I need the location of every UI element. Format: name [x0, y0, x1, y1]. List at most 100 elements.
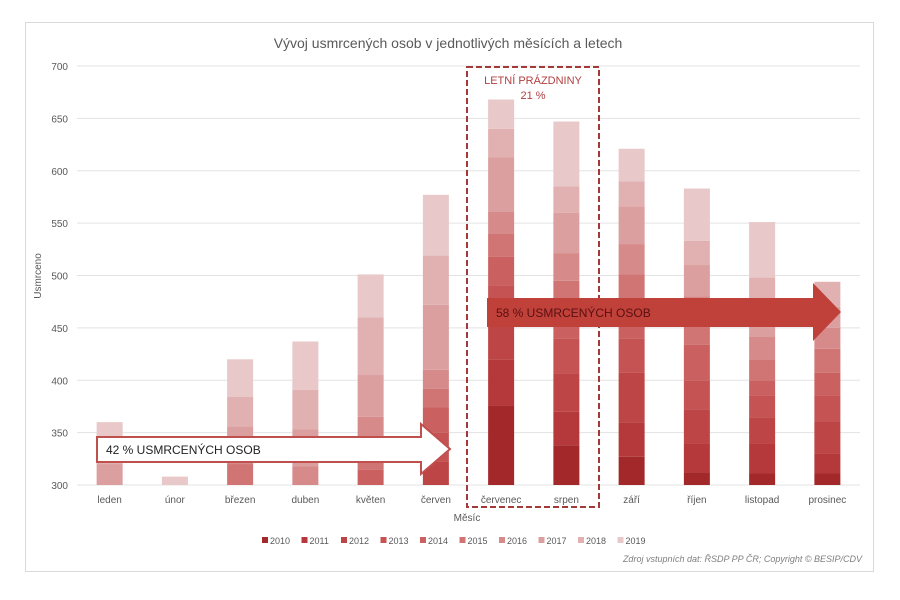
bar-segment-2019 [357, 274, 384, 318]
y-tick-label: 400 [51, 376, 68, 387]
bar-segment-2015 [749, 359, 776, 381]
bar-segment-2016 [422, 369, 449, 389]
bar-segment-2012 [553, 373, 580, 412]
bar-segment-2018 [553, 186, 580, 213]
bar-segment-2010 [814, 473, 841, 485]
legend: 2010 2011 2012 2013 2014 2015 2016 2017 2018 2019 [262, 536, 646, 546]
bar-segment-2015 [488, 233, 515, 257]
legend-label: 2011 [310, 536, 329, 546]
y-tick-label: 600 [51, 167, 68, 178]
legend-label: 2018 [586, 536, 606, 546]
legend-swatch [262, 537, 268, 543]
bar-segment-2016 [814, 327, 841, 349]
bar-segment-2019 [161, 476, 188, 485]
bar-segment-2013 [814, 395, 841, 422]
right-arrow-label: 58 % USMRCENÝCH OSOB [496, 305, 651, 320]
bar-segment-2011 [683, 443, 710, 473]
y-tick-label: 350 [51, 429, 68, 440]
legend-swatch [538, 537, 545, 543]
right-arrow [487, 283, 841, 341]
bar-segment-2019 [618, 148, 645, 182]
legend-swatch [301, 537, 308, 543]
bar-segment-2011 [618, 422, 645, 457]
y-tick-label: 550 [51, 219, 68, 230]
bar-segment-2018 [618, 181, 645, 207]
bar-segment-2016 [488, 211, 515, 234]
legend-swatch [617, 537, 624, 543]
legend-label: 2010 [270, 536, 290, 546]
legend-label: 2019 [626, 536, 646, 546]
legend-swatch [499, 537, 505, 543]
bar-segment-2017 [357, 375, 384, 417]
bar-segment-2010 [553, 445, 580, 485]
bar-segment-2018 [683, 240, 710, 266]
bar-segment-2019 [749, 222, 776, 278]
bar-segment-2015 [683, 322, 710, 345]
bar-segment-2018 [357, 317, 384, 376]
bar-segment-2017 [96, 464, 123, 485]
left-arrow-label: 42 % USMRCENÝCH OSOB [106, 442, 261, 457]
bar-segment-2018 [422, 255, 449, 305]
x-tick-label: květen [356, 495, 385, 506]
bar-segment-2014 [488, 256, 515, 286]
bar-segment-2018 [488, 128, 515, 158]
x-tick-label: srpen [554, 495, 579, 506]
legend-swatch [380, 537, 387, 543]
x-tick-label: září [623, 495, 640, 506]
bar-segment-2011 [749, 443, 776, 474]
legend-label: 2014 [428, 536, 448, 546]
source-note: Zdroj vstupních dat: ŘSDP PP ČR; Copyrig… [622, 554, 863, 564]
bar-segment-2014 [749, 380, 776, 396]
bar-segment-2015 [814, 348, 841, 373]
x-tick-label: prosinec [808, 495, 846, 506]
x-tick-label: červen [421, 495, 451, 506]
y-axis-title: Usmrceno [33, 253, 44, 299]
bar-segment-2014 [683, 344, 710, 381]
legend-label: 2015 [468, 536, 488, 546]
bar-segment-2011 [814, 453, 841, 474]
x-axis-title: Měsíc [454, 513, 481, 524]
bar-segment-2012 [814, 421, 841, 454]
x-tick-label: červenec [481, 495, 522, 506]
bar-segment-2010 [683, 472, 710, 485]
legend-swatch [578, 537, 584, 543]
bar-segment-2010 [618, 456, 645, 485]
bar-segment-2019 [292, 341, 319, 390]
bar-segment-2012 [749, 417, 776, 444]
legend-swatch [341, 537, 347, 543]
bar-segment-2012 [683, 409, 710, 444]
x-tick-label: leden [97, 495, 121, 506]
bar-segment-2015 [422, 388, 449, 408]
legend-label: 2012 [349, 536, 369, 546]
bar-segment-2013 [683, 380, 710, 410]
bar-segment-2018 [292, 389, 319, 430]
left-arrow [96, 421, 452, 477]
summer-holiday-box [466, 66, 600, 508]
bar-segment-2011 [553, 411, 580, 446]
bar-segment-2012 [488, 322, 515, 360]
bars [96, 99, 841, 485]
bar-segment-2019 [488, 99, 515, 129]
bar-segment-2013 [749, 395, 776, 418]
bar-segment-2019 [553, 121, 580, 187]
legend-label: 2017 [547, 536, 567, 546]
bar-segment-2010 [488, 405, 515, 485]
bar-segment-2012 [618, 372, 645, 423]
x-tick-label: říjen [687, 495, 706, 506]
bar-segment-2013 [553, 338, 580, 374]
y-tick-label: 650 [51, 114, 68, 125]
bar-segment-2019 [227, 359, 254, 398]
bar-segment-2017 [488, 157, 515, 212]
bar-segment-2018 [227, 397, 254, 427]
gridlines [77, 65, 860, 486]
y-axis-ticks: 300 350 400 450 500 550 600 650 700 [51, 62, 68, 492]
x-tick-label: duben [291, 495, 319, 506]
bar-segment-2010 [749, 473, 776, 485]
x-axis-ticks: leden únor březen duben květen červen červenec… [97, 495, 846, 506]
bar-segment-2016 [292, 466, 319, 485]
bar-segment-2016 [618, 244, 645, 275]
bar-segment-2019 [683, 188, 710, 241]
x-tick-label: listopad [745, 495, 779, 506]
bar-segment-2014 [814, 372, 841, 396]
bar-segment-2015 [227, 464, 254, 485]
